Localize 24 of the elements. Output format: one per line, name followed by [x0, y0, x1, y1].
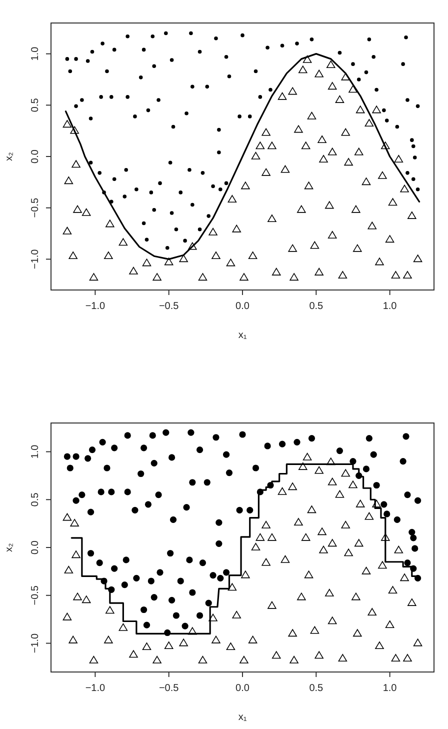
- x-tick-label: 1.0: [382, 683, 398, 694]
- y-axis-title: x₂: [4, 542, 15, 552]
- y-tick-label: −0.5: [30, 585, 41, 606]
- x-tick-label: 1.0: [382, 301, 398, 312]
- y-tick-label: −1.0: [30, 248, 41, 270]
- y-tick-label: 1.0: [30, 46, 41, 61]
- y-tick-label: 0.5: [30, 98, 41, 112]
- x-tick-label: −1.0: [85, 301, 106, 312]
- y-tick-label: 1.0: [30, 444, 41, 459]
- x-tick-label: −1.0: [85, 683, 106, 694]
- x-tick-label: 0.5: [309, 683, 324, 694]
- x-axis-title: x₁: [238, 330, 248, 341]
- y-tick-label: −0.5: [30, 198, 41, 218]
- y-tick-label: −1.0: [30, 632, 41, 654]
- y-tick-label: 0.0: [30, 149, 41, 164]
- x-tick-label: 0.0: [236, 683, 250, 694]
- x-axis-title: x₁: [238, 712, 248, 723]
- x-tick-label: 0.5: [309, 301, 324, 312]
- y-axis-title: x₂: [4, 152, 15, 161]
- y-tick-label: 0.5: [30, 492, 41, 507]
- x-tick-label: 0.0: [236, 301, 250, 312]
- y-tick-label: 0.0: [30, 540, 41, 554]
- x-tick-label: −0.5: [158, 683, 180, 694]
- x-tick-label: −0.5: [158, 301, 180, 312]
